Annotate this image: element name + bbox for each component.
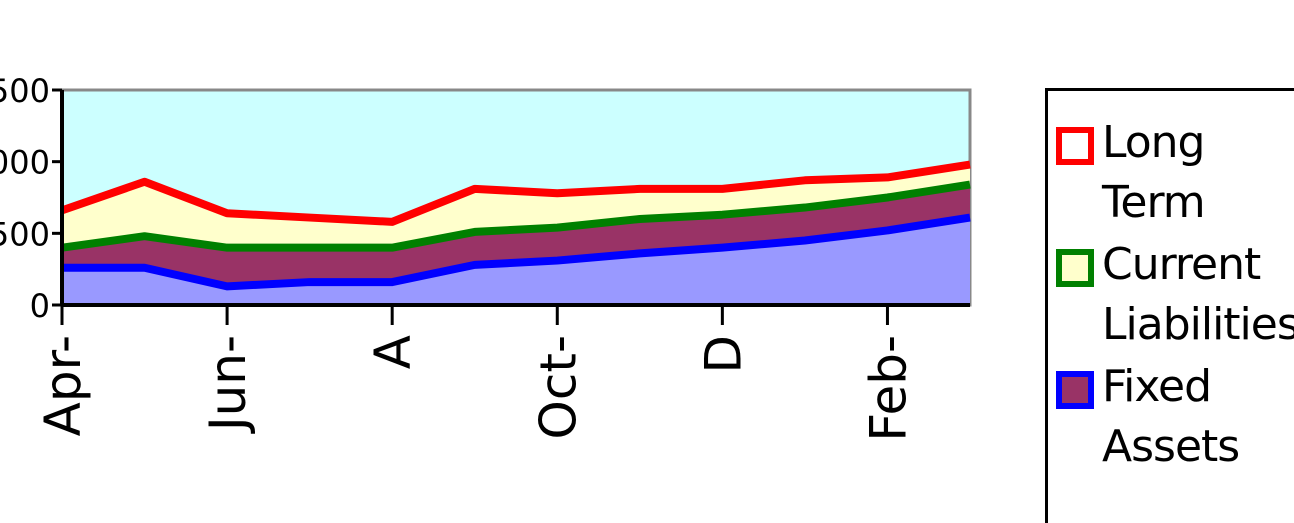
legend-swatch xyxy=(1056,371,1094,409)
y-tick-label: 500 xyxy=(0,215,50,253)
y-tick-label: 0 xyxy=(30,287,50,325)
x-tick-label: D xyxy=(694,335,752,374)
x-tick-label: Oct- xyxy=(529,335,587,440)
legend-item: Long Term xyxy=(1056,113,1294,233)
legend-label: Fixed Assets xyxy=(1102,361,1240,472)
x-tick-label: A xyxy=(364,335,422,369)
legend-label: Long Term xyxy=(1102,117,1206,228)
legend-label: Current Liabilities xyxy=(1102,239,1294,350)
x-tick-label: Apr- xyxy=(34,335,92,436)
x-tick-label: Jun- xyxy=(199,335,257,434)
y-tick-label: 1000 xyxy=(0,144,50,182)
line xyxy=(61,180,971,252)
area xyxy=(62,217,970,305)
x-tick-label: Feb- xyxy=(859,335,917,442)
legend-item: Current Liabilities xyxy=(1056,235,1294,355)
legend-swatch xyxy=(1056,249,1094,287)
legend-item: Fixed Assets xyxy=(1056,357,1294,477)
y-tick-label: 1500 xyxy=(0,72,50,110)
line xyxy=(60,160,971,226)
legend-swatch xyxy=(1056,127,1094,165)
legend: Long Term Current Liabilities Fixed Assets xyxy=(1045,88,1294,523)
line xyxy=(62,213,971,291)
